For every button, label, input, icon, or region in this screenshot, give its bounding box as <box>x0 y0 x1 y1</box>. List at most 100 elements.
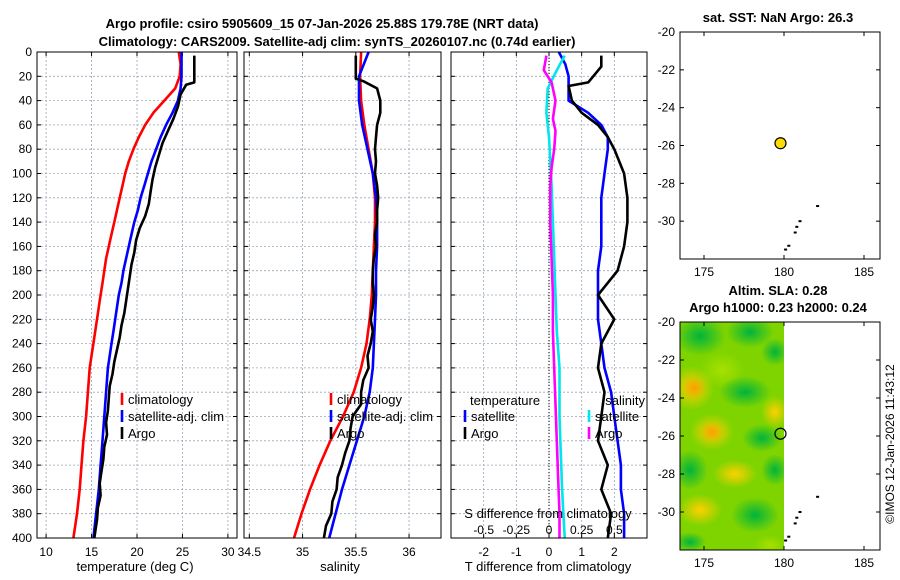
sla-heatmap-field <box>680 322 784 550</box>
series-satellite-adj-clim <box>92 52 183 539</box>
map-lon-tick-label: 175 <box>694 556 714 570</box>
map-lat-tick-label: -28 <box>658 467 676 481</box>
difference-x-tick-label: -1 <box>511 545 522 559</box>
s-difference-tick-label: 0.25 <box>570 523 594 537</box>
depth-tick-label: 140 <box>12 215 32 229</box>
depth-tick-label: 260 <box>12 361 32 375</box>
depth-tick-label: 280 <box>12 385 32 399</box>
legend-entry: Argo <box>471 426 498 441</box>
map-lon-tick-label: 180 <box>774 556 794 570</box>
map-lat-tick-label: -20 <box>658 25 676 39</box>
difference-axes-frame <box>450 51 648 539</box>
island-mark <box>787 244 791 247</box>
island-mark <box>784 539 788 542</box>
legend-title-salinity: salinity <box>605 393 645 408</box>
legend-title-temperature: temperature <box>470 393 540 408</box>
map-lat-tick-label: -26 <box>658 429 676 443</box>
salinity-x-tick-label: 34.5 <box>238 545 262 559</box>
depth-tick-label: 180 <box>12 264 32 278</box>
depth-tick-label: 300 <box>12 410 32 424</box>
difference-x-tick-label: 2 <box>611 545 618 559</box>
island-mark <box>798 220 802 223</box>
temperature-x-tick-label: 10 <box>39 545 53 559</box>
temperature-x-tick-label: 20 <box>130 545 144 559</box>
temperature-x-tick-label: 25 <box>176 545 190 559</box>
sst-map: -20 -22 -24 -26 -28 -30 175 180 185 <box>658 25 881 279</box>
sla-map-title-line2: Argo h1000: 0.23 h2000: 0.24 <box>689 300 868 315</box>
depth-tick-label: 320 <box>12 434 32 448</box>
legend-entry: satellite <box>471 409 515 424</box>
salinity-axes-frame <box>243 51 442 539</box>
series-argo <box>93 55 196 539</box>
map-frame <box>679 321 881 551</box>
legend-entry: satellite <box>595 409 639 424</box>
depth-tick-label: 160 <box>12 239 32 253</box>
series-satellite-adj-clim <box>327 51 379 539</box>
s-difference-label: S difference from climatology <box>464 506 632 521</box>
island-mark <box>816 205 820 208</box>
island-mark <box>784 248 788 251</box>
map-lat-tick-label: -30 <box>658 505 676 519</box>
island-mark <box>793 231 797 234</box>
legend-entry: satellite-adj. clim <box>337 409 433 424</box>
depth-tick-label: 200 <box>12 288 32 302</box>
difference-panel: -2 -1 0 1 2-0.5 -0.25 0 0.25 0.5temperaturesatel… <box>450 51 648 559</box>
series-salinity-satellite <box>545 54 566 539</box>
map-lat-tick-label: -30 <box>658 214 676 228</box>
legend-entry: Argo <box>595 426 622 441</box>
map-lat-tick-label: -24 <box>658 391 676 405</box>
imos-credit: ©IMOS 12-Jan-2026 11:43:12 <box>883 364 897 524</box>
sst-map-title: sat. SST: NaN Argo: 26.3 <box>703 10 854 25</box>
t-difference-xlabel: T difference from climatology <box>465 559 632 574</box>
map-lat-tick-label: -22 <box>658 63 676 77</box>
depth-tick-label: 380 <box>12 507 32 521</box>
difference-x-tick-label: -2 <box>478 545 489 559</box>
depth-tick-label: 80 <box>19 142 33 156</box>
legend-entry: satellite-adj. clim <box>128 409 224 424</box>
legend-entry: Argo <box>128 426 155 441</box>
map-lon-tick-label: 175 <box>694 265 714 279</box>
map-lon-tick-label: 185 <box>854 265 874 279</box>
depth-tick-label: 60 <box>19 118 33 132</box>
depth-tick-label: 20 <box>19 69 33 83</box>
series-climatology <box>72 51 182 539</box>
island-mark <box>795 225 799 228</box>
depth-tick-label: 340 <box>12 458 32 472</box>
depth-tick-label: 240 <box>12 337 32 351</box>
series-climatology <box>292 51 377 539</box>
map-lon-tick-label: 180 <box>774 265 794 279</box>
series-argo <box>322 55 382 539</box>
salinity-panel: 34.5 35 35.5 36 climatology satellite-adj. cl… <box>238 51 442 559</box>
depth-tick-label: 0 <box>25 45 32 59</box>
depth-tick-label: 360 <box>12 482 32 496</box>
sla-map: -20 -22 -24 -26 -28 -30 175 180 185 <box>658 315 881 570</box>
salinity-xlabel: salinity <box>320 559 360 574</box>
temperature-x-tick-label: 15 <box>85 545 99 559</box>
sla-map-title-line1: Altim. SLA: 0.28 <box>729 283 828 298</box>
s-difference-tick-label: -0.25 <box>503 523 531 537</box>
series-temperature-satellite <box>557 51 626 538</box>
island-mark <box>816 495 820 498</box>
depth-tick-label: 120 <box>12 191 32 205</box>
difference-x-tick-label: 0 <box>546 545 553 559</box>
island-mark <box>787 535 791 538</box>
s-difference-tick-label: 0 <box>546 523 553 537</box>
argo-location-marker <box>774 137 787 150</box>
salinity-x-tick-label: 36 <box>402 545 416 559</box>
main-title-line1: Argo profile: csiro 5905609_15 07-Jan-20… <box>106 16 539 31</box>
depth-tick-label: 40 <box>19 94 33 108</box>
island-mark <box>793 522 797 525</box>
legend-entry: Argo <box>337 426 364 441</box>
map-lat-tick-label: -24 <box>658 101 676 115</box>
depth-tick-label: 100 <box>12 167 32 181</box>
series-temperature-argo <box>567 55 629 539</box>
map-lon-tick-label: 185 <box>854 556 874 570</box>
s-difference-tick-label: -0.5 <box>473 523 494 537</box>
main-title-line2: Climatology: CARS2009. Satellite-adj cli… <box>99 34 576 49</box>
series-salinity-argo <box>542 55 561 538</box>
map-lat-tick-label: -20 <box>658 315 676 329</box>
temperature-panel: 0 20 40 60 80 100 120 140 160 180 200 220 240 260 280 3… <box>12 45 238 559</box>
argo-location-marker <box>774 427 787 440</box>
difference-x-tick-label: 1 <box>578 545 585 559</box>
